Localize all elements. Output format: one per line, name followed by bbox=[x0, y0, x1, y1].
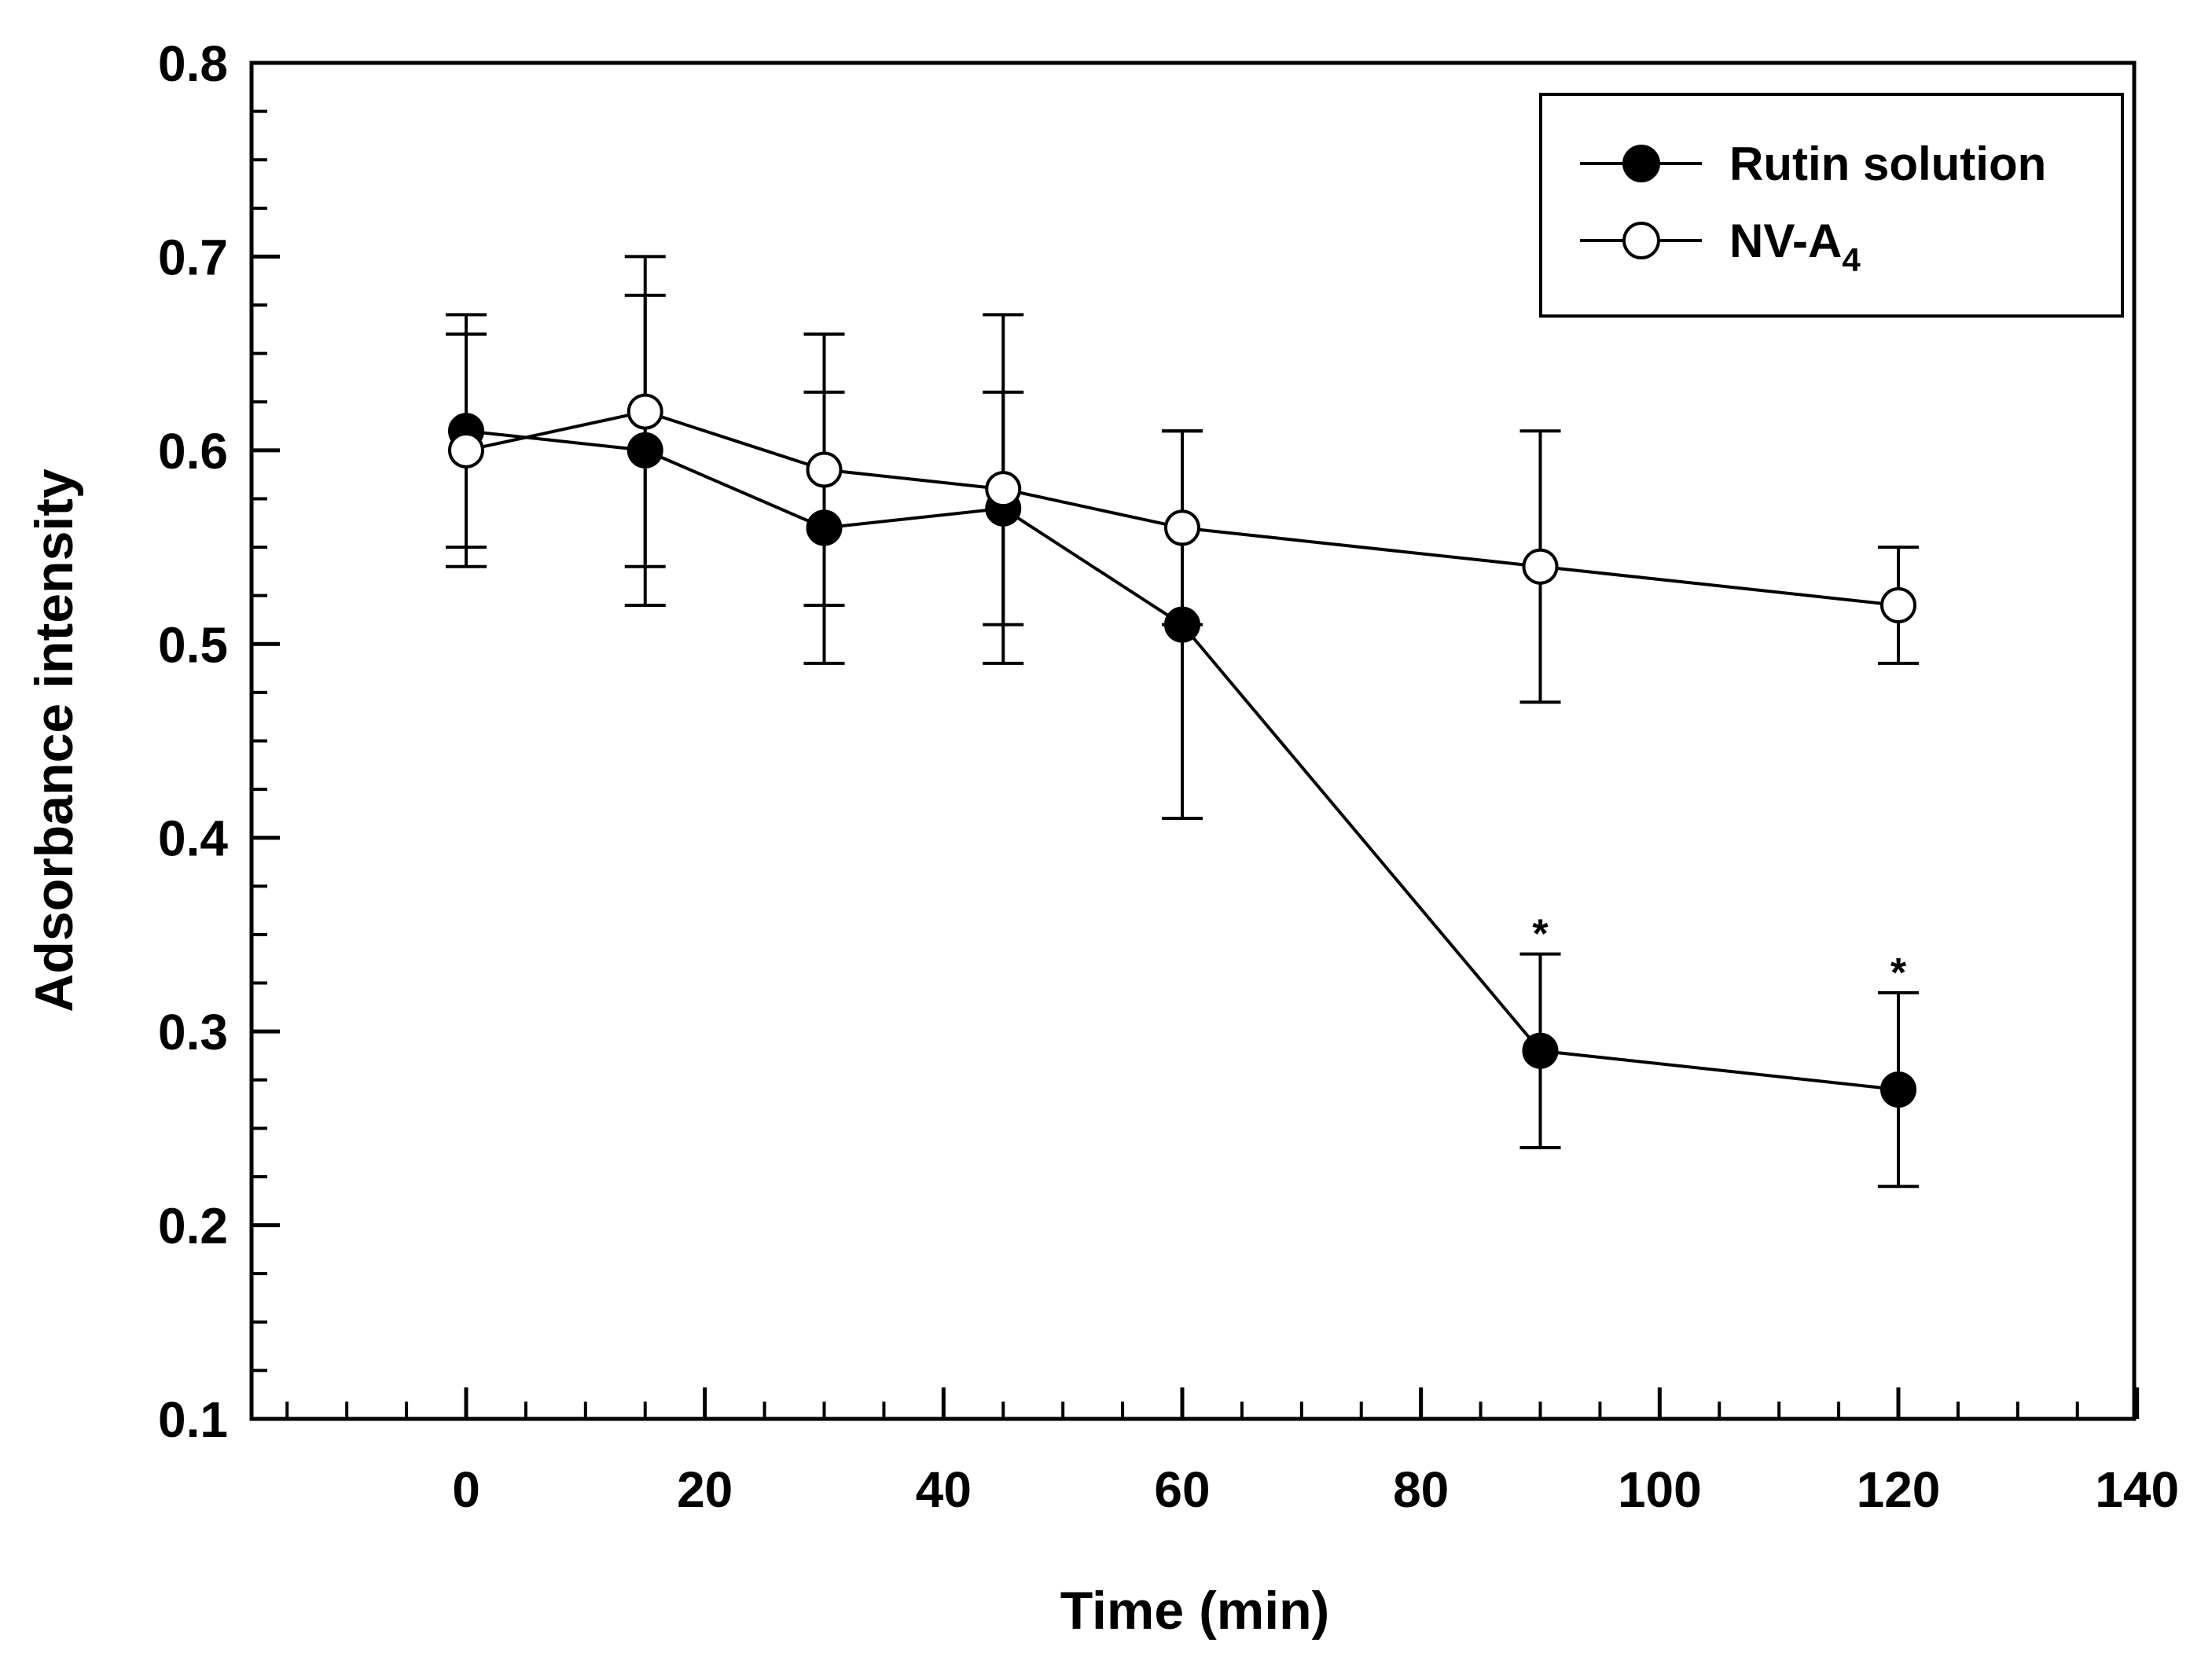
legend-label-nv-main: NV-A bbox=[1729, 215, 1842, 267]
legend-marker-rutin bbox=[1622, 145, 1660, 182]
y-tick-label: 0.3 bbox=[158, 1004, 228, 1060]
data-point-nv bbox=[1522, 548, 1559, 585]
data-point-nv bbox=[1164, 509, 1200, 546]
y-tick-label: 0.8 bbox=[158, 35, 228, 92]
x-axis-title: Time (min) bbox=[1060, 1581, 1330, 1641]
data-point-nv bbox=[806, 451, 843, 488]
annotation-layer: ** bbox=[1532, 912, 1907, 996]
y-tick-label: 0.6 bbox=[158, 423, 228, 480]
x-tick-label: 80 bbox=[1393, 1461, 1449, 1518]
legend-marker-nv bbox=[1622, 222, 1660, 259]
x-tick-label: 100 bbox=[1618, 1461, 1702, 1518]
data-point-nv bbox=[985, 471, 1022, 508]
y-axis-title: Adsorbance intensity bbox=[24, 469, 84, 1012]
x-tick-label: 140 bbox=[2095, 1461, 2179, 1518]
data-point-nv bbox=[448, 432, 484, 469]
significance-asterisk: * bbox=[1532, 912, 1549, 957]
y-tick-label: 0.7 bbox=[158, 229, 228, 285]
data-point-rutin bbox=[806, 509, 843, 546]
legend: Rutin solution NV-A4 bbox=[1539, 93, 2124, 318]
data-point-rutin bbox=[1522, 1032, 1559, 1069]
data-point-rutin bbox=[1164, 606, 1200, 643]
y-tick-label: 0.4 bbox=[158, 810, 228, 867]
data-point-nv bbox=[1880, 587, 1916, 623]
y-tick-label: 0.1 bbox=[158, 1391, 228, 1448]
x-axis-ticks: 0 20 40 60 80 100 120 140 bbox=[285, 1387, 2179, 1518]
legend-label-nv-subscript: 4 bbox=[1842, 241, 1861, 278]
series-layer bbox=[446, 255, 1919, 1189]
legend-box bbox=[1539, 93, 2124, 318]
y-axis-ticks: 0.1 0.2 0.3 0.4 0.5 0.6 0.7 0.8 bbox=[158, 35, 280, 1448]
legend-label-nv: NV-A4 bbox=[1729, 215, 1861, 278]
x-tick-label: 40 bbox=[916, 1461, 972, 1518]
y-tick-label: 0.2 bbox=[158, 1198, 228, 1255]
y-tick-label: 0.5 bbox=[158, 616, 228, 673]
data-point-rutin bbox=[626, 432, 663, 469]
legend-label-rutin: Rutin solution bbox=[1729, 138, 2046, 190]
x-tick-label: 0 bbox=[452, 1461, 480, 1518]
data-point-nv bbox=[626, 393, 663, 430]
x-tick-label: 120 bbox=[1857, 1461, 1941, 1518]
data-point-rutin bbox=[1880, 1071, 1916, 1108]
x-tick-label: 60 bbox=[1154, 1461, 1210, 1518]
x-tick-label: 20 bbox=[677, 1461, 733, 1518]
significance-asterisk: * bbox=[1890, 950, 1907, 996]
